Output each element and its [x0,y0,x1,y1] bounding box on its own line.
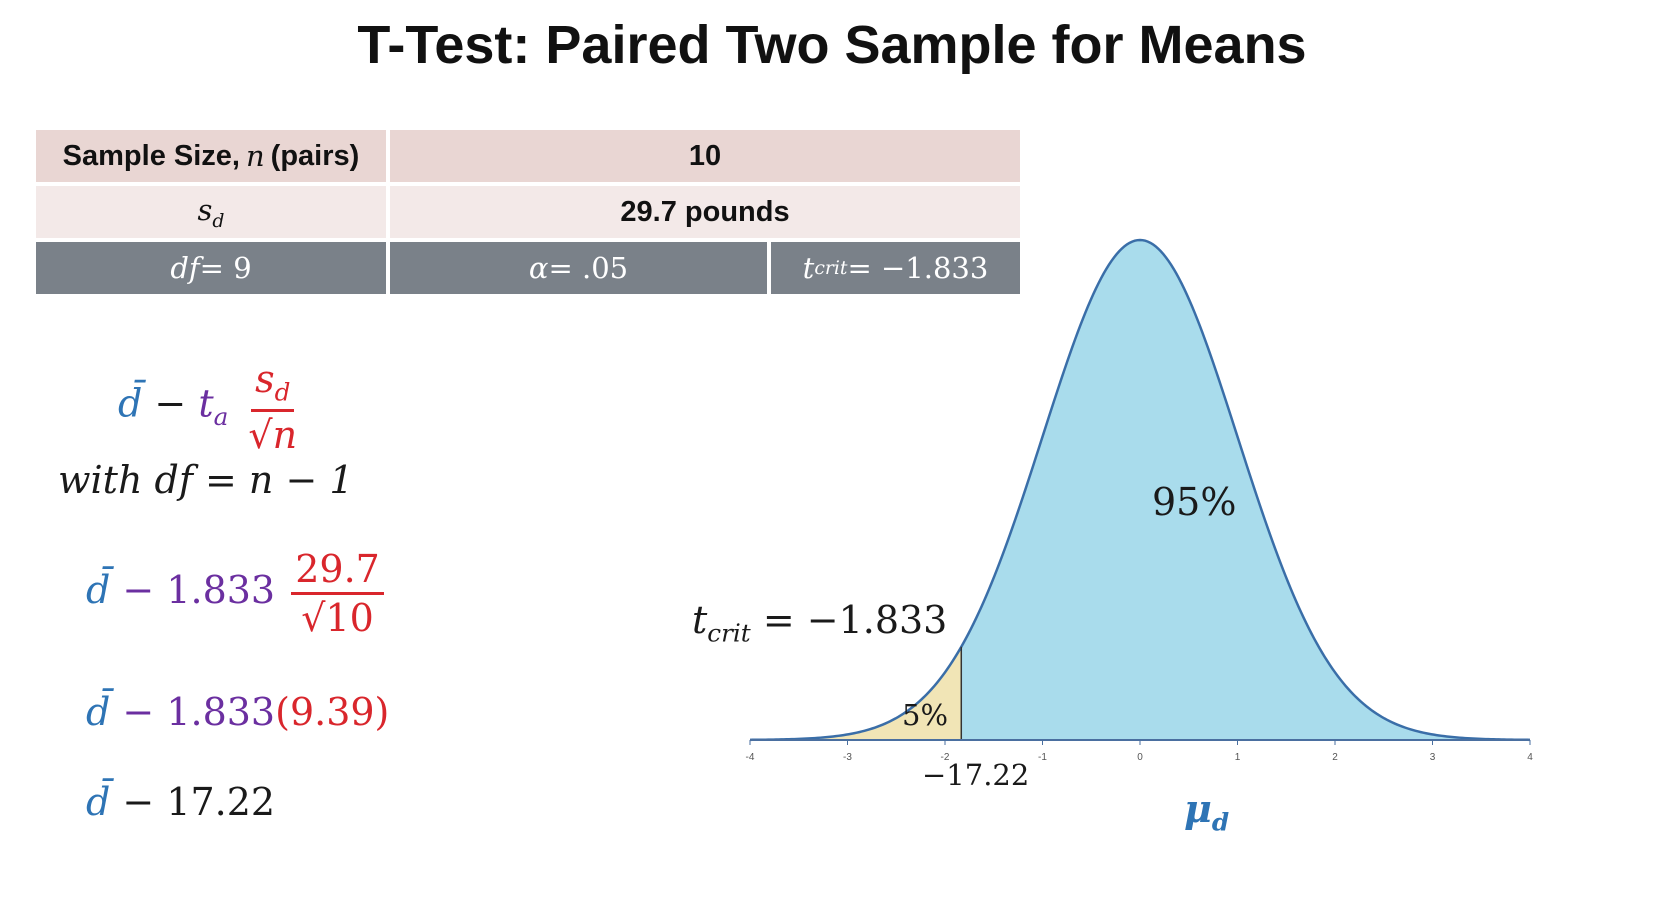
formula-simplified: d̄ − 1.833(9.39) [86,690,390,734]
tcrit-chart-label: tcrit = −1.833 [692,598,948,648]
x-tick-label: -2 [941,752,950,763]
x-tick-label: -3 [843,752,852,763]
formula-result: d̄ − 17.22 [86,780,276,824]
table-row-sd: sd 29.7 pounds [36,186,1020,238]
critical-value-label: −17.22 [922,758,1030,792]
tail-percent-label: 5% [902,698,949,732]
slide-title: T-Test: Paired Two Sample for Means [357,15,1307,75]
sample-size-label: Sample Size, [62,139,240,172]
table-row-sample-size: Sample Size, n (pairs) 10 [36,130,1020,182]
alpha-cell: α = .05 [390,242,767,294]
x-tick-label: 1 [1235,752,1241,763]
center-percent-label: 95% [1152,480,1237,524]
formula-general: d̄ − ta sd √n [118,360,301,454]
sample-size-var: n [245,139,265,173]
sample-size-suffix: (pairs) [270,139,360,172]
sd-label: sd [197,192,225,232]
x-tick-label: -4 [746,752,755,763]
formula-substituted: d̄ − 1.833 29.7 √10 [86,550,384,637]
x-tick-label: 3 [1430,752,1436,763]
axis-mu-label: μd [1184,786,1230,837]
sample-size-label-cell: Sample Size, n (pairs) [36,130,386,182]
sd-label-cell: sd [36,186,386,238]
x-tick-label: -1 [1038,752,1047,763]
tcrit-cell: t crit = −1.833 [771,242,1020,294]
fraction-substituted: 29.7 √10 [291,550,384,637]
sample-size-value: 10 [390,130,1020,182]
df-cell: df = 9 [36,242,386,294]
chart-svg: -4 -3 -2 -1 0 1 2 3 4 [746,238,1533,763]
formula-df-note: with df = n − 1 [58,458,354,502]
table-row-params: df = 9 α = .05 t crit = −1.833 [36,242,1020,294]
summary-table: Sample Size, n (pairs) 10 sd 29.7 pounds… [36,130,1020,298]
body-region [961,240,1530,740]
fraction-general: sd √n [248,357,298,458]
x-tick-label: 4 [1527,752,1533,763]
x-tick-label: 2 [1332,752,1338,763]
tail-region [750,646,962,740]
x-tick-label: 0 [1137,752,1143,763]
t-distribution-chart: -4 -3 -2 -1 0 1 2 3 4 95% 5% tcrit = −1.833 −17.… [692,230,1640,910]
curve-outline [749,238,1531,742]
sd-value: 29.7 pounds [390,186,1020,238]
